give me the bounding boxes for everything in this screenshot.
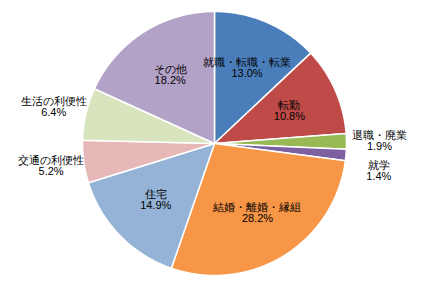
svg-text:交通の利便性5.2%: 交通の利便性5.2% [18, 154, 84, 177]
svg-text:生活の利便性6.4%: 生活の利便性6.4% [21, 95, 87, 118]
svg-text:結婚・離婚・縁組28.2%: 結婚・離婚・縁組28.2% [212, 201, 301, 224]
svg-text:住宅14.9%: 住宅14.9% [140, 188, 171, 211]
svg-text:就職・転職・転業13.0%: 就職・転職・転業13.0% [203, 56, 291, 79]
svg-text:就学1.4%: 就学1.4% [366, 159, 391, 182]
svg-text:その他18.2%: その他18.2% [154, 63, 187, 86]
svg-text:転勤10.8%: 転勤10.8% [274, 99, 305, 122]
svg-text:退職・廃業1.9%: 退職・廃業1.9% [352, 129, 407, 152]
